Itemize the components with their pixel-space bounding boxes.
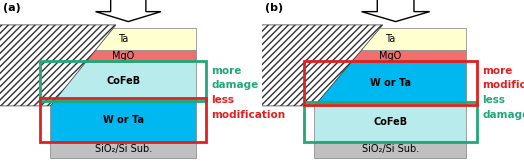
Text: MgO: MgO bbox=[379, 51, 401, 61]
Text: Ta: Ta bbox=[385, 34, 396, 44]
Polygon shape bbox=[362, 0, 430, 22]
Text: Ta: Ta bbox=[118, 34, 128, 44]
Bar bbox=[314, 141, 466, 158]
Text: MgO: MgO bbox=[112, 51, 134, 61]
Text: SiO₂/Si Sub.: SiO₂/Si Sub. bbox=[95, 144, 152, 154]
Polygon shape bbox=[95, 0, 161, 22]
Text: less: less bbox=[211, 95, 234, 105]
Bar bbox=[304, 102, 477, 142]
Bar bbox=[314, 103, 466, 141]
Text: damage: damage bbox=[482, 110, 524, 120]
Bar bbox=[40, 98, 206, 142]
Bar bbox=[50, 141, 196, 158]
Text: more: more bbox=[482, 66, 512, 76]
Text: SiO₂/Si Sub.: SiO₂/Si Sub. bbox=[362, 144, 419, 154]
Text: modification: modification bbox=[482, 81, 524, 90]
Text: (b): (b) bbox=[265, 3, 283, 13]
Text: less: less bbox=[482, 95, 505, 105]
Text: CoFeB: CoFeB bbox=[106, 76, 140, 86]
Bar bbox=[50, 28, 196, 50]
Text: CoFeB: CoFeB bbox=[373, 117, 408, 127]
Text: damage: damage bbox=[211, 81, 258, 90]
Text: W or Ta: W or Ta bbox=[370, 78, 411, 88]
Bar bbox=[314, 50, 466, 62]
Text: W or Ta: W or Ta bbox=[103, 115, 144, 125]
Bar bbox=[304, 61, 477, 105]
Bar bbox=[50, 62, 196, 100]
Text: more: more bbox=[211, 66, 242, 76]
Bar bbox=[50, 50, 196, 62]
Polygon shape bbox=[257, 25, 383, 106]
Text: (a): (a) bbox=[3, 3, 20, 13]
Bar bbox=[314, 62, 466, 103]
Bar bbox=[314, 28, 466, 50]
Polygon shape bbox=[0, 25, 116, 106]
Bar bbox=[40, 61, 206, 101]
Bar bbox=[50, 100, 196, 141]
Text: modification: modification bbox=[211, 110, 286, 120]
